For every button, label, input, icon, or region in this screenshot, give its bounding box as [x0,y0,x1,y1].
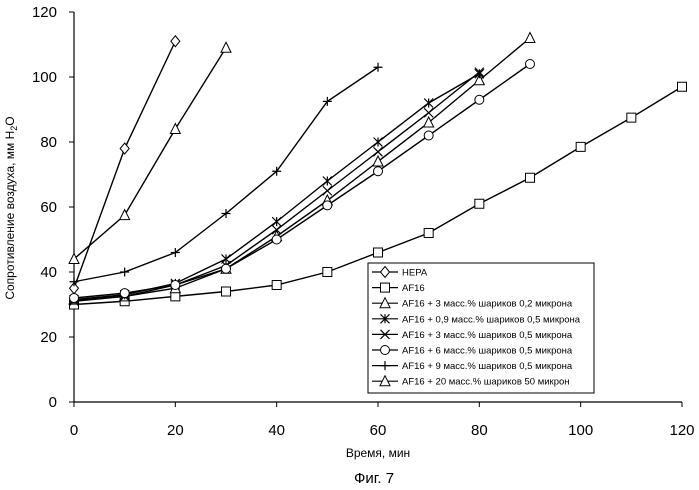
series-4-asterisk-marker [322,176,333,186]
series-4-asterisk-marker [271,216,282,227]
y-axis-label-end: O [3,116,17,125]
legend-label-4: AF16 + 0,9 масс.% шариков 0,5 микрона [402,314,581,325]
series-8-triangle-marker [169,122,182,134]
series-8-triangle-marker [220,41,232,53]
series-6-circle-marker [525,59,535,69]
series-line-7 [73,66,379,283]
series-8-triangle-marker [68,252,80,264]
series-3-triangle-marker [473,73,486,86]
legend-triangle-marker [379,374,391,387]
legend-x-marker [380,329,390,340]
series-line-8 [73,47,227,260]
series-6-circle-marker [423,130,434,141]
series-6-circle-marker [322,200,333,211]
series-line-6 [73,63,531,299]
x-tick-label: 0 [70,422,78,439]
series-2-square-marker [575,141,586,152]
series-2-square-marker [677,81,687,92]
legend-label-5: AF16 + 3 масс.% шариков 0,5 микрона [402,330,573,341]
legend-label-1: HEPA [402,268,428,279]
legend-asterisk-marker [380,313,390,324]
x-tick-label: 60 [370,422,387,439]
legend-triangle-marker [379,296,391,309]
x-axis-ticks: 0 20 40 60 80 100 120 [70,402,695,439]
series-5-x-marker [474,67,485,78]
series-3-triangle-marker [524,31,536,43]
x-tick-label: 40 [268,422,285,439]
series-7-plus-marker [322,96,332,106]
y-tick-label: 80 [40,134,57,151]
legend-box [367,262,595,394]
series-5-x-marker [322,185,333,196]
series-line-1 [73,40,176,289]
series-7-plus-marker [170,248,180,257]
series-2-square-marker [423,228,434,238]
y-tick-label: 40 [40,264,57,281]
series-2-square-marker [373,247,383,258]
legend: HEPA AF16 AF16 + 3 масс.% шариков 0,2 микр… [367,262,595,394]
series-4-asterisk-marker [373,137,383,147]
series-7-plus-marker [221,209,231,218]
series-3-triangle-marker [422,115,435,128]
y-axis-label: Сопротивление воздуха, мм H2O [3,116,19,299]
x-axis-label: Время, мин [346,446,410,460]
x-tick-label: 120 [669,422,694,439]
series-7-plus-marker [272,166,282,176]
series-6-circle-marker [69,293,79,303]
series-6-circle-marker [271,234,282,245]
legend-diamond-marker [379,265,391,279]
legend-label-6: AF16 + 6 масс.% шариков 0,5 микрона [402,346,573,357]
legend-circle-marker [380,345,390,355]
legend-label-7: AF16 + 9 масс.% шариков 0,5 микрона [402,361,573,372]
legend-plus-marker [380,361,390,371]
y-tick-label: 100 [32,69,57,86]
series-7-plus-marker [69,277,79,287]
legend-label-3: AF16 + 3 масс.% шариков 0,2 микрона [402,299,573,310]
series-6-circle-marker [221,263,231,274]
y-axis-label-subscript: 2 [9,126,19,131]
series-6-circle-marker [474,94,485,105]
series-7-plus-marker [373,62,383,72]
figure-caption: Фиг. 7 [354,470,394,487]
legend-label-2: AF16 [402,283,425,294]
series-1-diamond-marker [170,34,181,48]
series-2-square-marker [271,280,282,290]
x-tick-label: 20 [167,422,184,439]
y-tick-label: 0 [49,394,57,411]
x-tick-label: 100 [568,422,593,439]
y-axis-label-main: Сопротивление воздуха, мм H [3,131,17,300]
series-1-diamond-marker [119,142,130,155]
series-6-circle-marker [373,166,383,177]
y-tick-label: 20 [40,329,57,346]
y-axis-ticks: 0 20 40 60 80 100 120 [32,4,74,411]
series-4-asterisk-marker [423,98,434,108]
y-tick-label: 60 [40,199,57,216]
series-2-square-marker [474,198,485,209]
series-5-x-marker [373,146,383,157]
y-tick-label: 120 [32,4,57,21]
series-2-square-marker [322,267,333,277]
series-7-plus-marker [120,267,130,277]
series-line-3 [73,37,531,301]
series-5-x-marker [271,224,282,235]
legend-square-marker [380,282,390,293]
series-6-circle-marker [119,288,130,299]
series-8-triangle-marker [118,208,131,221]
x-tick-label: 80 [471,422,488,439]
series-2-square-marker [626,112,637,123]
series-3-triangle-marker [372,154,384,167]
legend-label-8: AF16 + 20 масс.% шариков 50 микрон [402,377,570,388]
series-2-square-marker [221,286,231,297]
series-6-circle-marker [170,280,181,290]
series-4-asterisk-marker [474,68,485,79]
series-markers [68,31,687,310]
series-5-x-marker [423,107,434,118]
series-2-square-marker [525,172,535,183]
